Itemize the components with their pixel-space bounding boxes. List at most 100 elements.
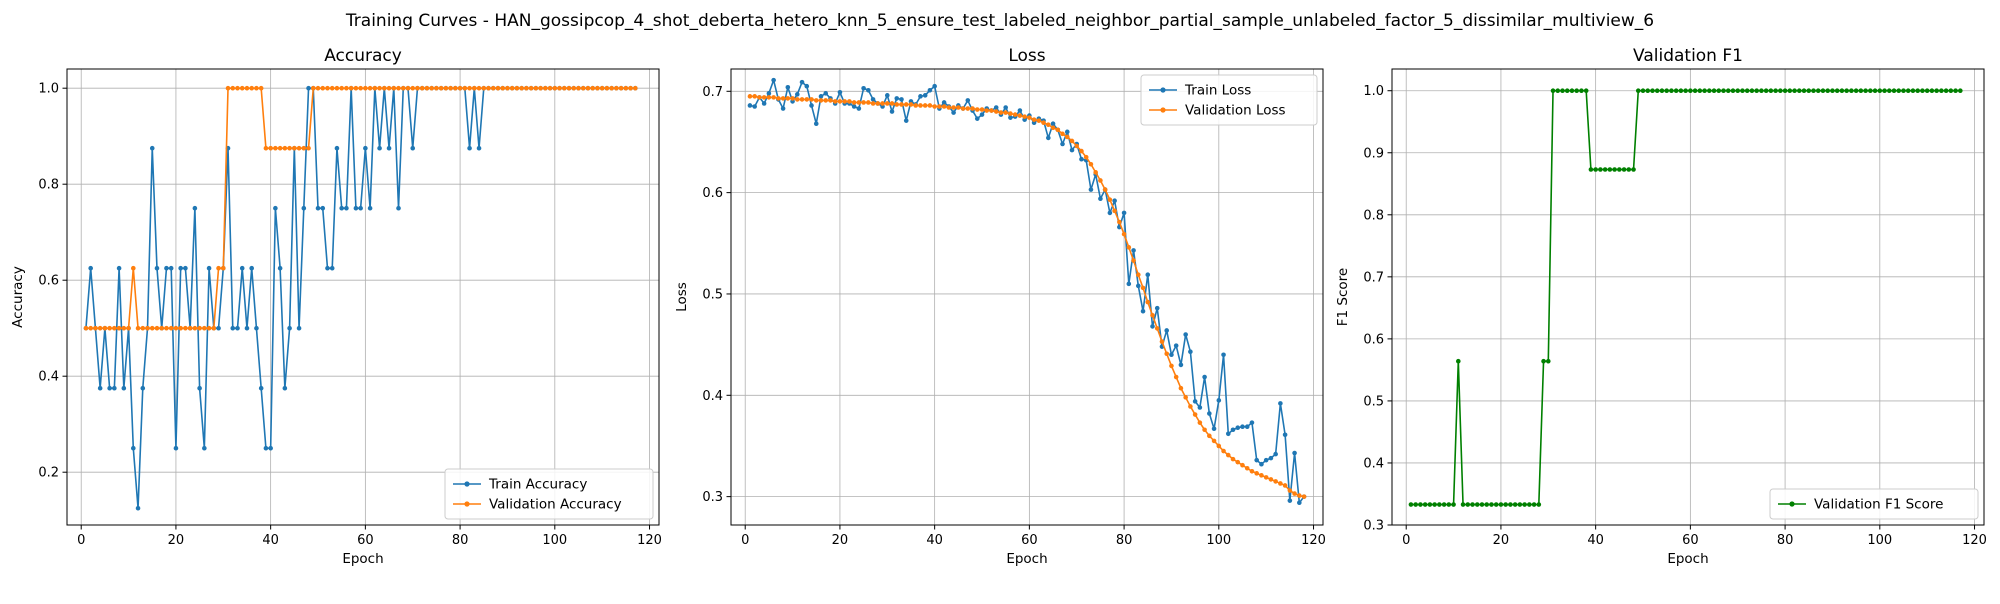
data-point — [1221, 352, 1226, 358]
data-point — [164, 265, 169, 271]
data-point — [462, 85, 468, 91]
data-point — [112, 385, 117, 391]
data-point — [325, 85, 330, 91]
data-point — [443, 85, 449, 91]
data-point — [258, 85, 264, 91]
data-point — [1792, 88, 1797, 94]
data-point — [1164, 328, 1170, 333]
data-point — [1650, 88, 1655, 94]
data-point — [1273, 451, 1278, 457]
data-point — [1074, 143, 1080, 149]
data-point — [410, 145, 416, 151]
data-point — [866, 100, 871, 105]
data-point — [97, 325, 103, 331]
data-point — [424, 85, 430, 91]
data-point — [367, 85, 373, 91]
data-point — [823, 98, 829, 103]
series-loss-1 — [747, 94, 1307, 499]
data-point — [1216, 398, 1222, 403]
data-point — [1263, 475, 1269, 480]
data-point — [609, 85, 614, 91]
legend-marker — [1160, 87, 1166, 93]
data-point — [1145, 299, 1151, 305]
data-point — [467, 145, 472, 151]
data-point — [974, 107, 980, 112]
data-point — [438, 85, 444, 91]
data-point — [998, 110, 1004, 115]
data-point — [1474, 502, 1480, 507]
legend-label: Validation Accuracy — [489, 497, 622, 513]
data-point — [1735, 88, 1741, 94]
data-point — [154, 325, 160, 331]
data-point — [1868, 88, 1873, 94]
data-point — [585, 85, 591, 91]
data-point — [880, 101, 885, 106]
data-point — [230, 85, 236, 91]
data-point — [1098, 196, 1103, 202]
data-point — [595, 85, 600, 91]
data-point — [192, 325, 198, 331]
x-tick-label: 100 — [542, 533, 567, 548]
data-point — [1744, 88, 1750, 94]
data-point — [405, 85, 411, 91]
data-point — [761, 101, 767, 106]
data-point — [329, 85, 335, 91]
data-point — [1031, 117, 1037, 122]
data-point — [628, 85, 633, 91]
data-point — [1512, 502, 1518, 507]
data-point — [1154, 305, 1160, 311]
data-point — [1178, 362, 1184, 368]
y-tick-label: 0.3 — [702, 490, 723, 505]
data-point — [1503, 502, 1508, 507]
data-point — [1797, 88, 1802, 94]
data-point — [301, 205, 307, 211]
data-point — [306, 145, 311, 151]
data-point — [547, 85, 553, 91]
data-point — [135, 505, 141, 511]
data-point — [1422, 502, 1428, 507]
data-point — [1725, 88, 1731, 94]
y-tick-label: 0.4 — [38, 370, 59, 385]
x-tick-label: 20 — [1493, 533, 1510, 548]
data-point — [856, 100, 862, 105]
data-point — [1593, 167, 1598, 172]
data-point — [965, 106, 971, 111]
data-point — [1225, 431, 1231, 437]
data-point — [1060, 141, 1065, 147]
legend-marker — [464, 501, 470, 507]
data-point — [481, 85, 487, 91]
chart-f1: 0 20 40 60 80 100 120 0.3 0.4 0.5 0.6 0.7 0.8 0.9 1.0 V… — [1335, 46, 1987, 567]
data-point — [434, 85, 439, 91]
data-point — [131, 265, 136, 271]
data-point — [1126, 245, 1132, 250]
data-point — [889, 101, 895, 106]
data-point — [131, 445, 136, 451]
data-point — [168, 325, 174, 331]
axes-frame — [66, 68, 660, 526]
data-point — [1953, 88, 1958, 94]
data-point — [790, 96, 795, 101]
x-tick-label: 80 — [1777, 533, 1794, 548]
data-point — [1607, 167, 1613, 172]
data-point — [1207, 411, 1212, 416]
data-point — [1131, 258, 1136, 263]
data-point — [1169, 352, 1174, 358]
x-tick-label: 120 — [637, 533, 662, 548]
data-point — [1778, 88, 1783, 94]
data-point — [1446, 502, 1452, 507]
data-point — [599, 85, 605, 91]
data-point — [1678, 88, 1684, 94]
data-point — [1408, 502, 1414, 507]
data-point — [1192, 412, 1198, 417]
data-point — [1046, 122, 1051, 128]
data-point — [1216, 443, 1222, 449]
data-point — [1470, 502, 1475, 507]
data-point — [771, 95, 776, 100]
legend: Train Loss Validation Loss — [1140, 74, 1318, 126]
data-point — [856, 106, 862, 111]
data-point — [780, 96, 786, 101]
data-point — [1882, 88, 1887, 94]
data-point — [884, 101, 890, 106]
data-point — [258, 385, 264, 391]
